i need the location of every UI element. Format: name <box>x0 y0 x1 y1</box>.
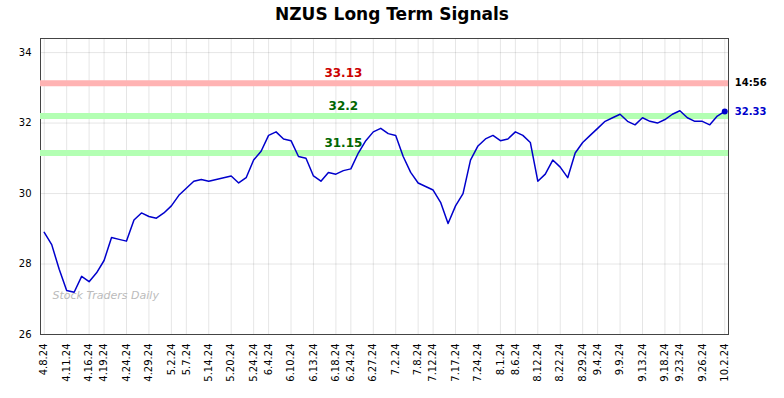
svg-text:9.4.24: 9.4.24 <box>592 344 603 376</box>
svg-text:4.24.24: 4.24.24 <box>121 344 132 382</box>
svg-text:10.2.24: 10.2.24 <box>719 344 730 382</box>
svg-text:31.15: 31.15 <box>324 136 362 150</box>
svg-text:9.23.24: 9.23.24 <box>674 344 685 382</box>
svg-text:6.10.24: 6.10.24 <box>285 344 296 382</box>
svg-text:9.26.24: 9.26.24 <box>697 344 708 382</box>
svg-text:7.12.24: 7.12.24 <box>427 344 438 382</box>
svg-text:34: 34 <box>19 47 32 58</box>
svg-text:8.29.24: 8.29.24 <box>577 344 588 382</box>
svg-text:Stock Traders Daily: Stock Traders Daily <box>53 289 160 302</box>
svg-text:9.18.24: 9.18.24 <box>659 344 670 382</box>
html-text:NZUS Long Term Signals: NZUS Long Term Signals <box>275 4 509 24</box>
svg-text:8.22.24: 8.22.24 <box>554 344 565 382</box>
svg-text:26: 26 <box>19 329 32 340</box>
svg-text:6.24.24: 6.24.24 <box>345 344 356 382</box>
svg-text:7.17.24: 7.17.24 <box>450 344 461 382</box>
svg-text:4.16.24: 4.16.24 <box>83 344 94 382</box>
svg-text:30: 30 <box>19 188 32 199</box>
svg-text:8.6.24: 8.6.24 <box>510 344 521 376</box>
svg-text:4.11.24: 4.11.24 <box>61 344 72 382</box>
svg-text:9.9.24: 9.9.24 <box>614 344 625 376</box>
svg-text:6.13.24: 6.13.24 <box>308 344 319 382</box>
svg-text:32.2: 32.2 <box>329 99 359 113</box>
svg-text:9.13.24: 9.13.24 <box>637 344 648 382</box>
svg-text:4.8.24: 4.8.24 <box>38 344 49 376</box>
svg-text:28: 28 <box>19 258 32 269</box>
svg-text:8.1.24: 8.1.24 <box>495 344 506 376</box>
svg-text:33.13: 33.13 <box>324 66 362 80</box>
svg-text:7.2.24: 7.2.24 <box>390 344 401 376</box>
svg-text:5.20.24: 5.20.24 <box>225 344 236 382</box>
svg-text:5.14.24: 5.14.24 <box>203 344 214 382</box>
svg-text:5.2.24: 5.2.24 <box>166 344 177 376</box>
svg-text:7.24.24: 7.24.24 <box>472 344 483 382</box>
svg-text:6.4.24: 6.4.24 <box>263 344 274 376</box>
svg-text:5.24.24: 5.24.24 <box>248 344 259 382</box>
svg-text:8.12.24: 8.12.24 <box>532 344 543 382</box>
svg-text:32.33: 32.33 <box>735 106 767 117</box>
svg-text:7.8.24: 7.8.24 <box>412 344 423 376</box>
svg-text:6.27.24: 6.27.24 <box>367 344 378 382</box>
svg-text:32: 32 <box>19 117 32 128</box>
svg-text:14:56: 14:56 <box>735 77 767 88</box>
svg-text:4.19.24: 4.19.24 <box>98 344 109 382</box>
svg-text:6.18.24: 6.18.24 <box>330 344 341 382</box>
svg-text:5.7.24: 5.7.24 <box>181 344 192 376</box>
svg-text:4.29.24: 4.29.24 <box>143 344 154 382</box>
